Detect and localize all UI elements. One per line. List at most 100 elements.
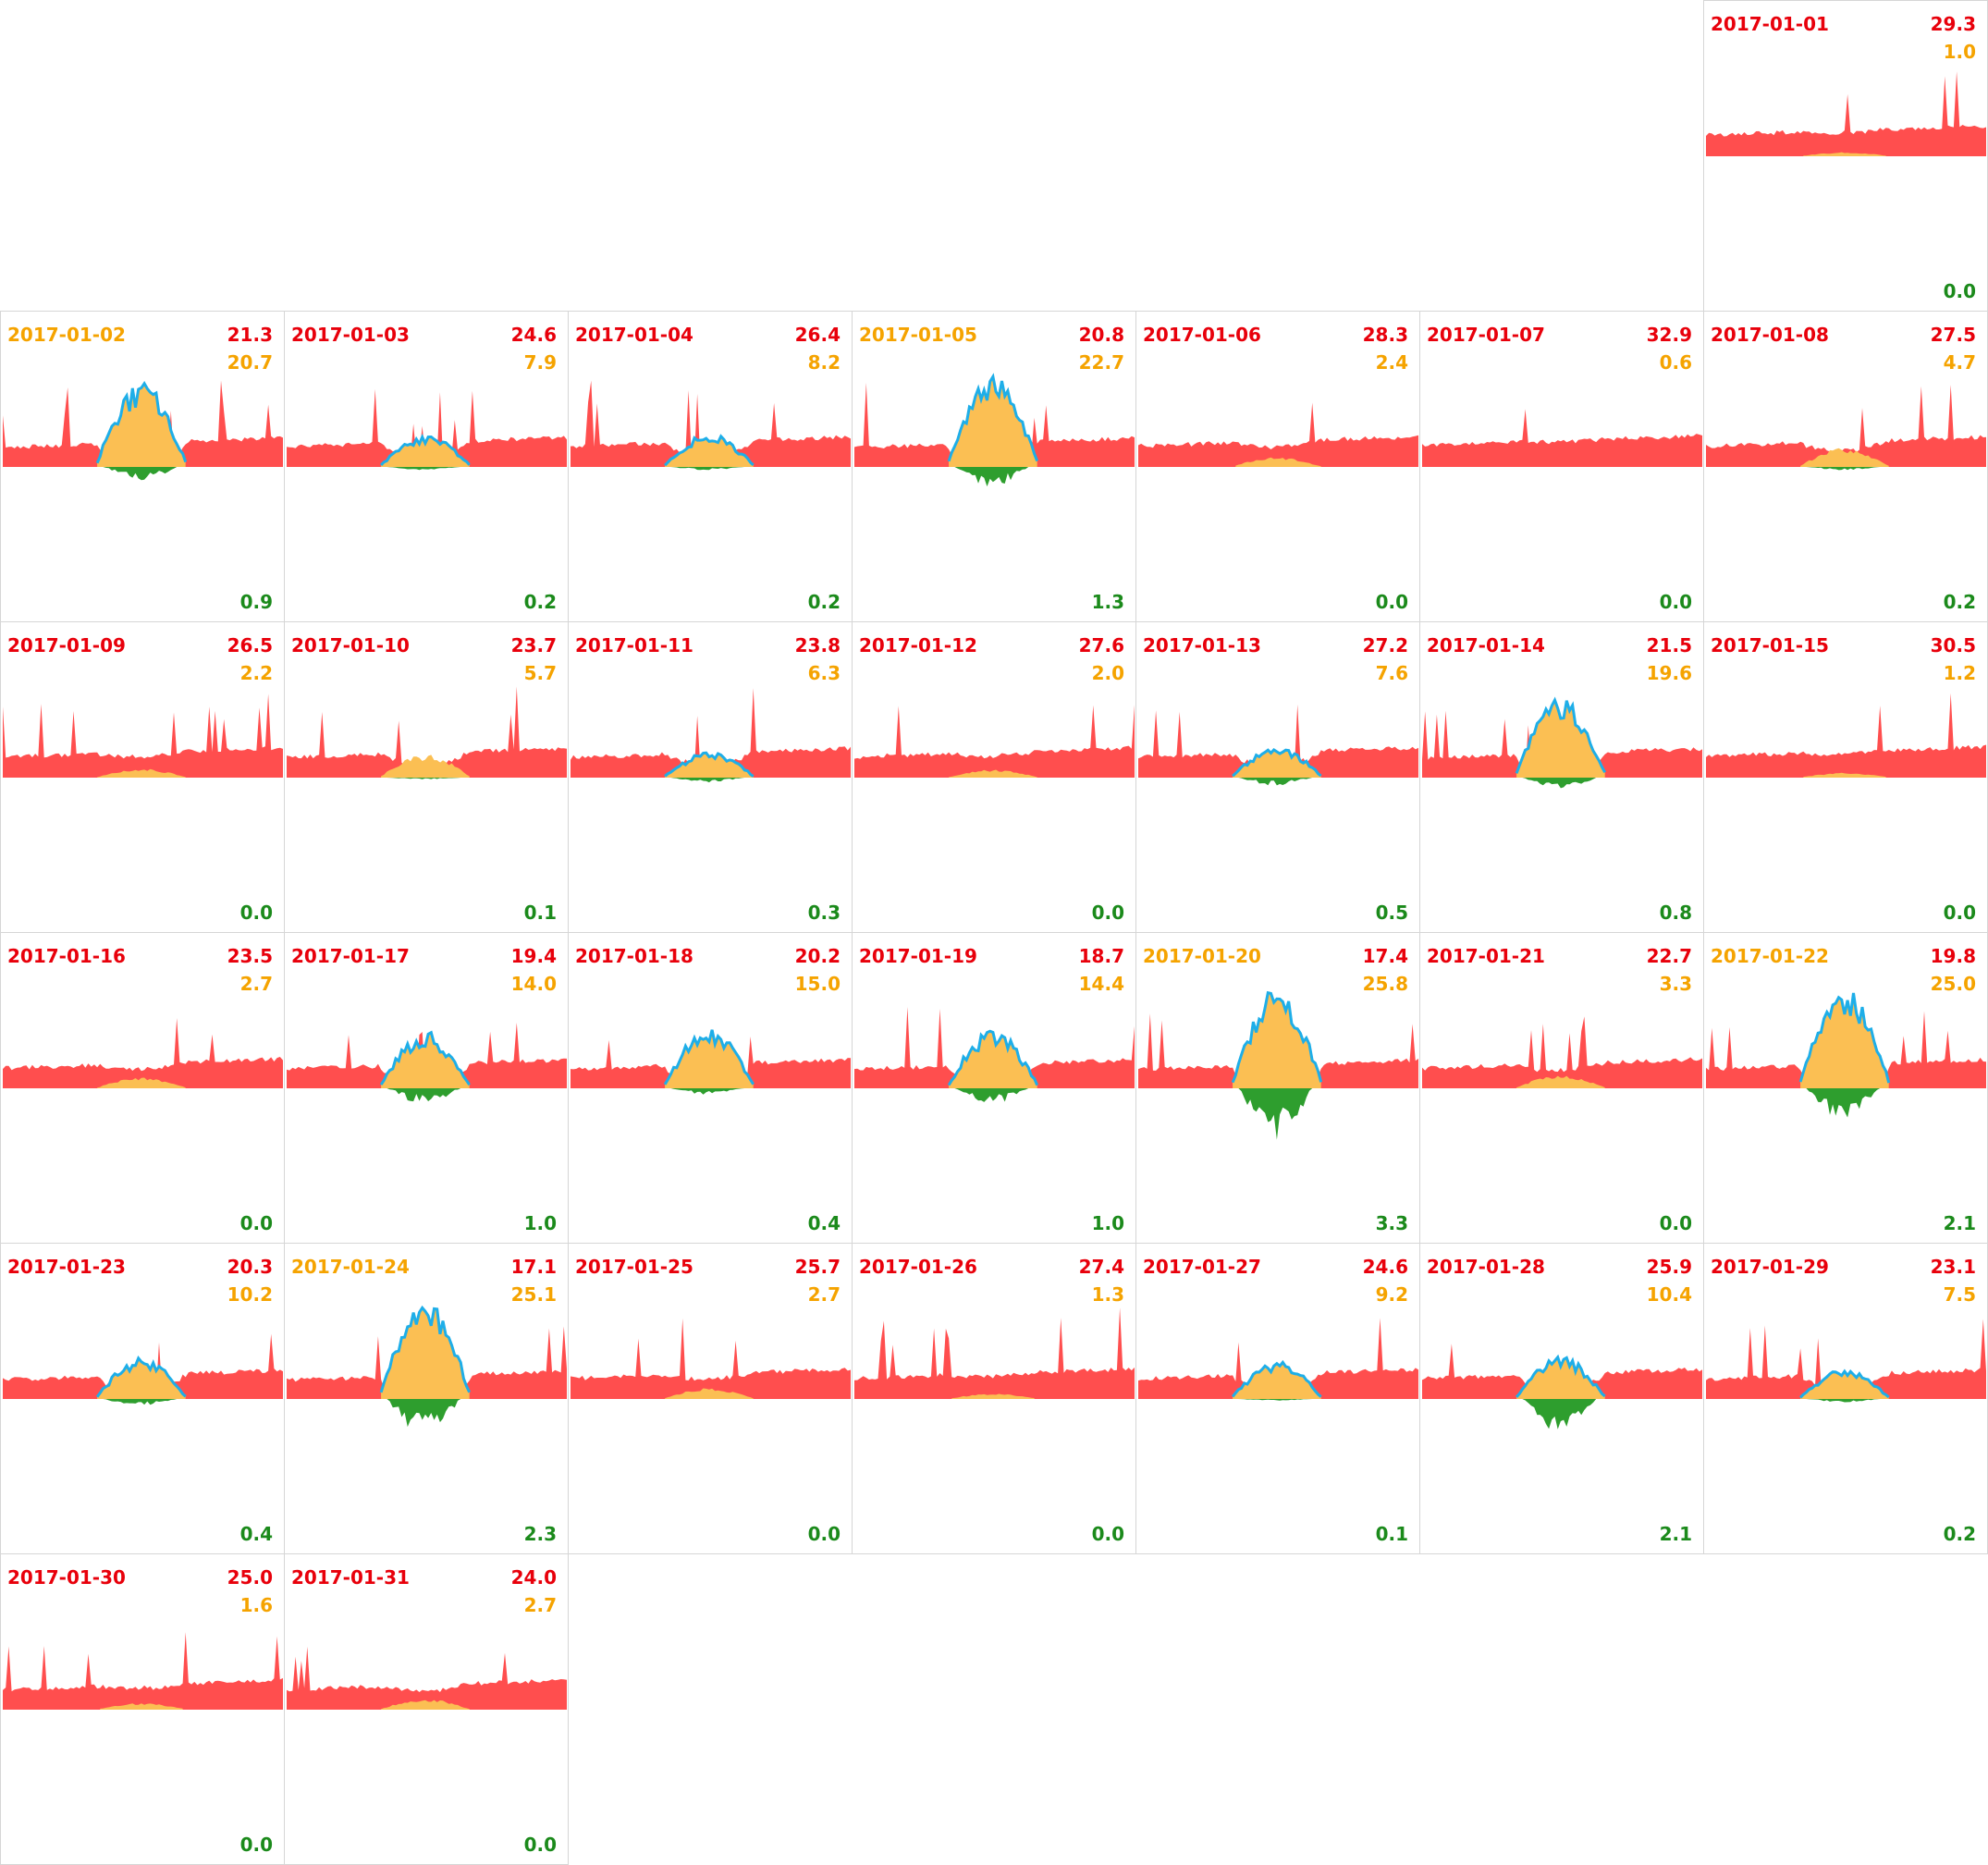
export-total-label: 0.0	[1943, 280, 1976, 302]
day-sparkline	[287, 686, 567, 779]
solar-peak-line	[947, 373, 1039, 462]
day-date-label: 2017-01-21	[1427, 945, 1545, 967]
grid-consumption-area	[1138, 1318, 1418, 1399]
day-date-label: 2017-01-09	[7, 634, 126, 656]
day-date-label: 2017-01-29	[1711, 1256, 1829, 1278]
day-cell-2017-01-13: 2017-01-13 27.2 7.6 0.5	[1135, 621, 1420, 933]
export-area	[1138, 1088, 1418, 1140]
solar-production-area	[97, 768, 186, 778]
solar-total-label: 2.7	[807, 1283, 841, 1306]
day-cell-2017-01-15: 2017-01-15 30.5 1.2 0.0	[1703, 621, 1988, 933]
day-date-label: 2017-01-27	[1143, 1256, 1261, 1278]
day-sparkline	[1422, 409, 1702, 467]
day-sparkline	[287, 1305, 567, 1428]
grid-consumption-area	[3, 380, 283, 467]
grid-consumption-area	[1706, 71, 1986, 156]
solar-production-area	[1803, 152, 1886, 156]
export-total-label: 2.1	[1943, 1212, 1976, 1234]
solar-peak-line	[1798, 992, 1891, 1084]
solar-production-area	[949, 1031, 1037, 1088]
day-cell-2017-01-28: 2017-01-28 25.9 10.4 2.1	[1419, 1243, 1704, 1554]
grid-consumption-area	[571, 688, 851, 778]
day-cell-2017-01-19: 2017-01-19 18.7 14.4 1.0	[852, 932, 1136, 1244]
day-sparkline	[1706, 693, 1986, 778]
export-area	[1706, 467, 1986, 471]
export-total-label: 0.0	[1091, 1523, 1124, 1545]
day-date-label: 2017-01-23	[7, 1256, 126, 1278]
day-sparkline	[3, 693, 283, 778]
day-cell-2017-01-04: 2017-01-04 26.4 8.2 0.2	[568, 311, 853, 622]
day-cell-2017-01-12: 2017-01-12 27.6 2.0 0.0	[852, 621, 1136, 933]
grid-consumption-area	[1706, 1319, 1986, 1399]
day-sparkline	[1138, 1318, 1418, 1401]
day-sparkline	[571, 380, 851, 471]
grid-total-label: 24.6	[1362, 1256, 1408, 1278]
grid-total-label: 27.4	[1078, 1256, 1124, 1278]
day-date-label: 2017-01-12	[859, 634, 977, 656]
grid-total-label: 17.1	[510, 1256, 557, 1278]
export-total-label: 0.8	[1659, 902, 1692, 924]
export-total-label: 0.9	[239, 591, 273, 613]
day-cell-2017-01-05: 2017-01-05 20.8 22.7 1.3	[852, 311, 1136, 622]
grid-consumption-area	[854, 1307, 1135, 1399]
grid-total-label: 25.7	[794, 1256, 841, 1278]
grid-total-label: 25.0	[227, 1566, 273, 1589]
solar-production-area	[1233, 749, 1321, 778]
day-date-label: 2017-01-19	[859, 945, 977, 967]
day-cell-2017-01-31: 2017-01-31 24.0 2.7 0.0	[284, 1553, 569, 1865]
day-date-label: 2017-01-31	[291, 1566, 410, 1589]
export-total-label: 0.2	[523, 591, 557, 613]
export-area	[1422, 778, 1702, 789]
grid-total-label: 20.3	[227, 1256, 273, 1278]
day-sparkline	[3, 1632, 283, 1710]
day-sparkline	[1706, 1319, 1986, 1403]
solar-production-area	[665, 753, 754, 778]
grid-total-label: 25.9	[1646, 1256, 1692, 1278]
export-area	[854, 1088, 1135, 1102]
day-date-label: 2017-01-07	[1427, 324, 1545, 346]
export-total-label: 0.0	[523, 1834, 557, 1856]
solar-production-area	[1516, 1356, 1605, 1399]
day-date-label: 2017-01-16	[7, 945, 126, 967]
day-cell-2017-01-10: 2017-01-10 23.7 5.7 0.1	[284, 621, 569, 933]
day-date-label: 2017-01-08	[1711, 324, 1829, 346]
solar-production-area	[97, 1357, 186, 1399]
solar-total-label: 2.7	[239, 973, 273, 995]
day-date-label: 2017-01-25	[575, 1256, 693, 1278]
day-sparkline	[1138, 402, 1418, 467]
solar-total-label: 3.3	[1659, 973, 1692, 995]
grid-total-label: 19.4	[510, 945, 557, 967]
day-date-label: 2017-01-13	[1143, 634, 1261, 656]
solar-peak-line	[95, 380, 188, 464]
solar-peak-line	[1231, 1359, 1322, 1398]
day-date-label: 2017-01-06	[1143, 324, 1261, 346]
solar-production-area	[665, 1029, 754, 1088]
day-date-label: 2017-01-20	[1143, 945, 1261, 967]
day-sparkline	[1706, 992, 1986, 1118]
solar-total-label: 7.5	[1943, 1283, 1976, 1306]
export-area	[3, 467, 283, 481]
solar-total-label: 7.9	[523, 351, 557, 374]
grid-consumption-area	[287, 388, 567, 467]
export-area	[287, 1088, 567, 1102]
solar-total-label: 19.6	[1646, 662, 1692, 684]
export-area	[1422, 1399, 1702, 1429]
solar-total-label: 2.4	[1375, 351, 1408, 374]
day-cell-2017-01-14: 2017-01-14 21.5 19.6 0.8	[1419, 621, 1704, 933]
grid-consumption-area	[3, 1333, 283, 1399]
solar-peak-line	[380, 434, 471, 466]
export-total-label: 2.1	[1659, 1523, 1692, 1545]
solar-production-area	[1800, 1371, 1889, 1399]
export-total-label: 0.0	[239, 902, 273, 924]
day-cell-2017-01-01: 2017-01-01 29.3 1.0 0.0	[1703, 0, 1988, 312]
day-date-label: 2017-01-11	[575, 634, 693, 656]
export-total-label: 0.2	[1943, 591, 1976, 613]
solar-total-label: 0.6	[1659, 351, 1692, 374]
solar-total-label: 10.2	[227, 1283, 273, 1306]
solar-total-label: 25.0	[1930, 973, 1976, 995]
day-sparkline	[1422, 696, 1702, 789]
solar-peak-line	[947, 1029, 1039, 1086]
day-cell-2017-01-30: 2017-01-30 25.0 1.6 0.0	[0, 1553, 285, 1865]
export-area	[287, 1399, 567, 1428]
